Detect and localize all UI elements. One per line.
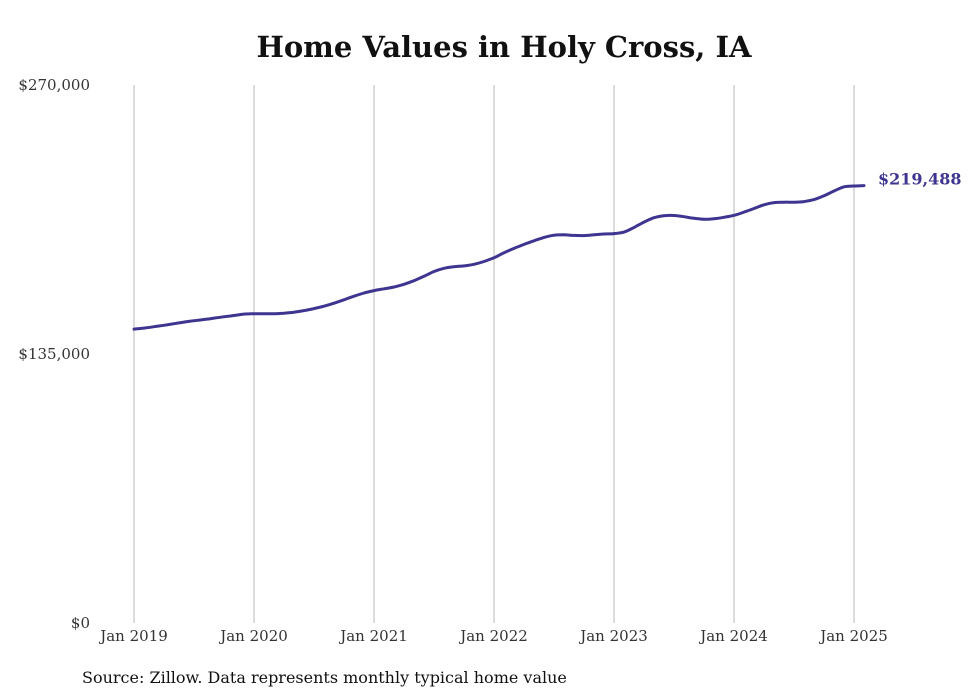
x-tick-label: Jan 2023 — [578, 627, 648, 645]
y-axis-labels: $0 $135,000 $270,000 — [18, 76, 90, 632]
home-value-line — [132, 184, 866, 331]
x-tick-label: Jan 2019 — [98, 627, 168, 645]
y-tick-label: $135,000 — [18, 345, 90, 363]
chart-title: Home Values in Holy Cross, IA — [256, 30, 752, 64]
latest-value-label: $219,488 — [878, 170, 962, 189]
x-axis-labels: Jan 2019 Jan 2020 Jan 2021 Jan 2022 Jan 2023… — [98, 627, 888, 645]
y-tick-label: $270,000 — [18, 76, 90, 94]
source-note: Source: Zillow. Data represents monthly … — [82, 668, 567, 687]
x-tick-label: Jan 2022 — [458, 627, 528, 645]
x-tick-label: Jan 2020 — [218, 627, 288, 645]
gridlines — [133, 85, 855, 623]
x-tick-label: Jan 2024 — [698, 627, 768, 645]
x-tick-label: Jan 2025 — [818, 627, 888, 645]
x-tick-label: Jan 2021 — [338, 627, 408, 645]
y-tick-label: $0 — [71, 614, 90, 632]
